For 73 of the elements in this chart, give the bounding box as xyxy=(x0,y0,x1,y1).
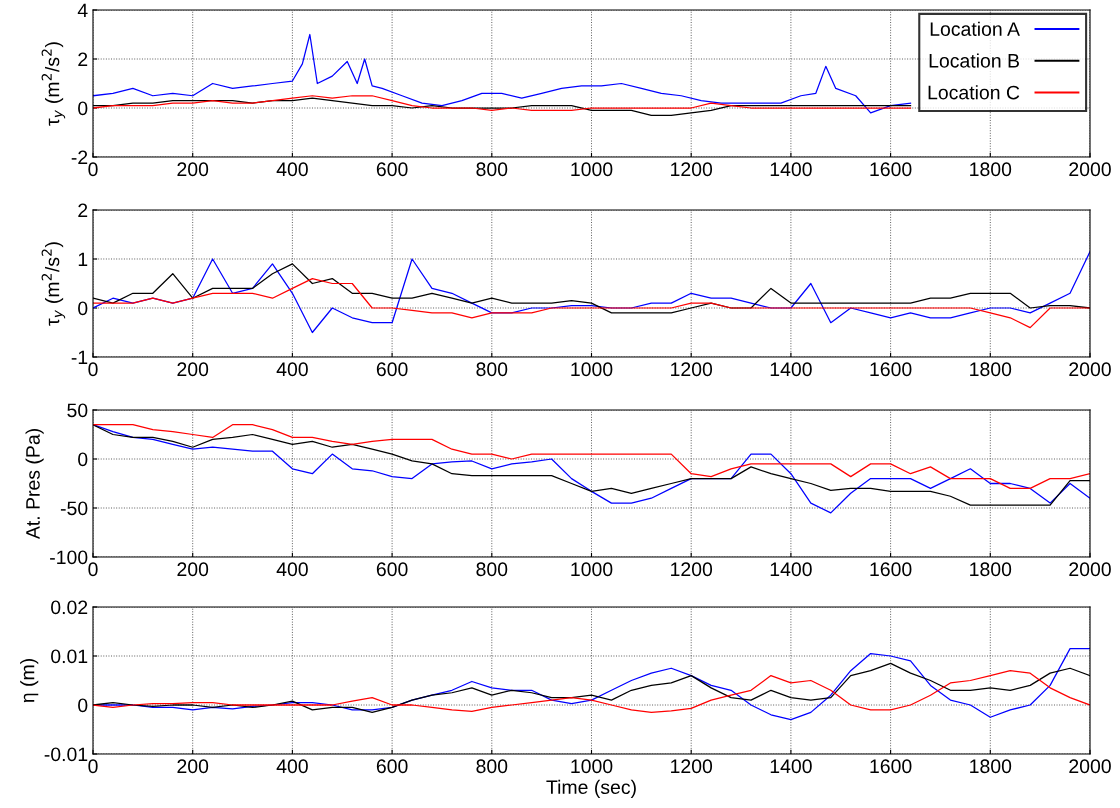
x-tick-label: 1600 xyxy=(870,759,912,774)
x-tick-label: 1800 xyxy=(970,162,1012,177)
y-tick-label: 0.02 xyxy=(51,600,88,615)
x-tick-label: 1000 xyxy=(571,562,613,577)
y-axis-title: At. Pres (Pa) xyxy=(25,429,44,540)
line-series xyxy=(93,670,1090,713)
x-tick-label: 1600 xyxy=(870,162,912,177)
x-tick-label: 1000 xyxy=(571,362,613,377)
x-tick-label: 1000 xyxy=(571,759,613,774)
x-tick-label: 1000 xyxy=(571,162,613,177)
x-tick-label: 600 xyxy=(376,759,408,774)
x-tick-label: 1400 xyxy=(770,362,812,377)
x-tick-label: 400 xyxy=(276,362,308,377)
x-tick-label: 400 xyxy=(276,759,308,774)
y-tick-label: -2 xyxy=(71,150,88,165)
x-axis-title: Time (sec) xyxy=(546,779,636,798)
y-tick-label: 2 xyxy=(78,52,88,67)
x-tick-label: 400 xyxy=(276,162,308,177)
x-tick-label: 1800 xyxy=(970,362,1012,377)
y-tick-label: 2 xyxy=(78,203,88,218)
line-series xyxy=(93,424,1090,490)
x-tick-label: 600 xyxy=(376,562,408,577)
y-tick-label: 1 xyxy=(78,252,88,267)
y-tick-label: 0 xyxy=(78,301,88,316)
x-tick-label: 800 xyxy=(476,759,508,774)
x-tick-label: 0 xyxy=(88,362,98,377)
y-tick-label: 0 xyxy=(78,101,88,116)
y-tick-label: -50 xyxy=(60,501,88,516)
y-tick-label: 0 xyxy=(78,452,88,467)
legend-label: Location A xyxy=(930,21,1020,36)
x-tick-label: 800 xyxy=(476,162,508,177)
x-tick-label: 0 xyxy=(88,562,98,577)
y-tick-label: 50 xyxy=(67,403,88,418)
line-series xyxy=(93,277,1090,329)
x-tick-label: 1600 xyxy=(870,562,912,577)
x-tick-label: 800 xyxy=(476,362,508,377)
x-tick-label: 400 xyxy=(276,562,308,577)
x-tick-label: 1800 xyxy=(970,562,1012,577)
x-tick-label: 1200 xyxy=(671,562,713,577)
x-tick-label: 2000 xyxy=(1069,759,1111,774)
y-tick-label: 0.01 xyxy=(51,649,88,664)
y-axis-title: τ$_{y}$ (m$^{2}$/s$^{2}$) xyxy=(41,42,66,126)
x-tick-label: 1200 xyxy=(671,362,713,377)
y-tick-label: -1 xyxy=(71,350,88,365)
y-tick-label: 4 xyxy=(77,3,88,18)
x-tick-label: 2000 xyxy=(1069,562,1111,577)
x-tick-label: 200 xyxy=(177,162,209,177)
x-tick-label: 600 xyxy=(376,162,408,177)
x-tick-label: 1800 xyxy=(970,759,1012,774)
line-series xyxy=(93,95,912,112)
x-tick-label: 200 xyxy=(177,562,209,577)
x-tick-label: 800 xyxy=(476,562,508,577)
y-tick-label: -100 xyxy=(50,550,88,565)
x-tick-label: 2000 xyxy=(1069,162,1111,177)
y-axis-title: τ$_{y}$ (m$^{2}$/s$^{2}$) xyxy=(41,242,66,326)
x-tick-label: 1200 xyxy=(671,759,713,774)
x-tick-label: 200 xyxy=(177,362,209,377)
x-tick-label: 600 xyxy=(376,362,408,377)
legend-label: Location C xyxy=(928,85,1020,100)
x-tick-label: 200 xyxy=(177,759,209,774)
x-tick-label: 1400 xyxy=(770,562,812,577)
y-tick-label: -0.01 xyxy=(44,747,88,762)
x-tick-label: 2000 xyxy=(1069,362,1111,377)
x-tick-label: 1400 xyxy=(770,759,812,774)
x-tick-label: 0 xyxy=(88,162,98,177)
x-tick-label: 0 xyxy=(88,759,98,774)
x-tick-label: 1200 xyxy=(671,162,713,177)
y-axis-title: η (m) xyxy=(20,659,39,703)
x-tick-label: 1400 xyxy=(770,162,812,177)
x-tick-label: 1600 xyxy=(870,362,912,377)
line-series xyxy=(93,33,912,114)
legend-label: Location B xyxy=(929,53,1019,68)
y-tick-label: 0 xyxy=(78,698,88,713)
